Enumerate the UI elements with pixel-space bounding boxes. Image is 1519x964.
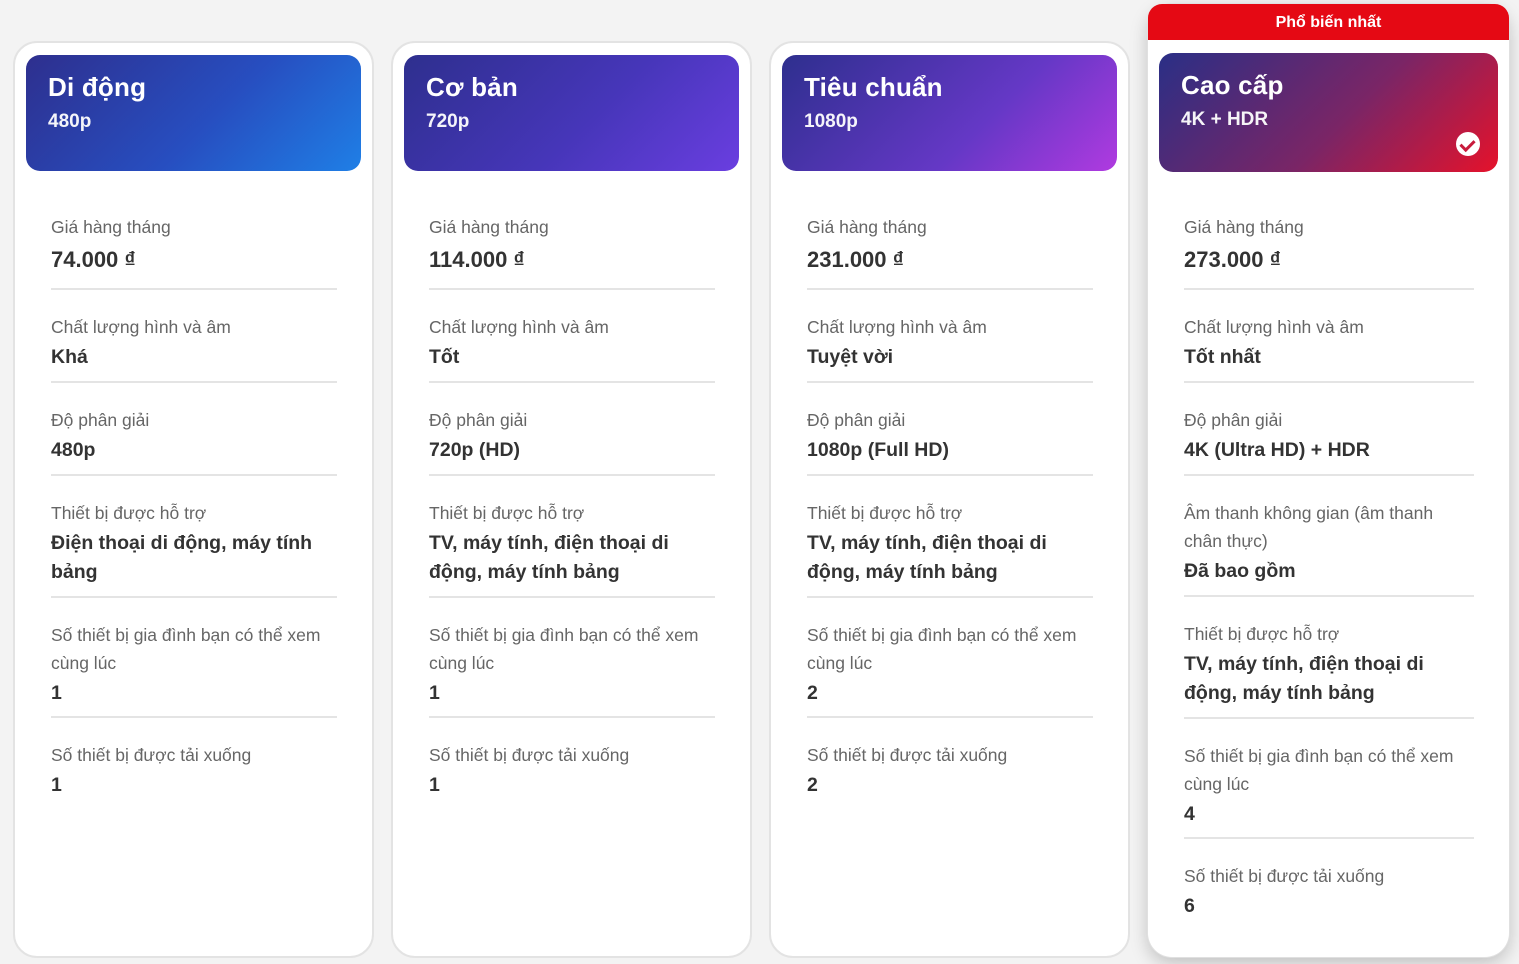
resolution-label: Độ phân giải bbox=[51, 410, 150, 430]
resolution-row: Độ phân giải 1080p (Full HD) bbox=[807, 383, 1093, 476]
downloads-row: Số thiết bị được tải xuống 1 bbox=[429, 718, 715, 813]
quality-value: Tuyệt vời bbox=[807, 346, 894, 368]
plan-resolution-short: 4K + HDR bbox=[1181, 109, 1269, 130]
quality-value: Tốt nhất bbox=[1184, 346, 1261, 368]
devices-label: Thiết bị được hỗ trợ bbox=[429, 503, 585, 523]
price-value: 273.000 ₫ bbox=[1184, 247, 1281, 272]
devices-value: TV, máy tính, điện thoại di động, máy tí… bbox=[807, 532, 1047, 583]
downloads-label: Số thiết bị được tải xuống bbox=[51, 745, 252, 765]
resolution-label: Độ phân giải bbox=[807, 410, 906, 430]
quality-row: Chất lượng hình và âm Tốt bbox=[429, 290, 715, 383]
streams-row: Số thiết bị gia đình bạn có thể xem cùng… bbox=[807, 598, 1093, 718]
streams-row: Số thiết bị gia đình bạn có thể xem cùng… bbox=[1184, 719, 1474, 839]
downloads-label: Số thiết bị được tải xuống bbox=[1184, 866, 1385, 886]
plan-name: Cao cấp bbox=[1181, 70, 1284, 100]
plan-card-mobile[interactable]: Di động 480p Giá hàng tháng 74.000 ₫ Chấ… bbox=[13, 41, 374, 958]
price-value: 74.000 ₫ bbox=[51, 247, 136, 272]
resolution-row: Độ phân giải 720p (HD) bbox=[429, 383, 715, 476]
downloads-row: Số thiết bị được tải xuống 2 bbox=[807, 718, 1093, 813]
plan-card-basic[interactable]: Cơ bản 720p Giá hàng tháng 114.000 ₫ Chấ… bbox=[391, 41, 752, 958]
downloads-row: Số thiết bị được tải xuống 6 bbox=[1184, 839, 1474, 934]
streams-row: Số thiết bị gia đình bạn có thể xem cùng… bbox=[429, 598, 715, 718]
resolution-label: Độ phân giải bbox=[1184, 410, 1283, 430]
devices-label: Thiết bị được hỗ trợ bbox=[807, 503, 963, 523]
streams-label: Số thiết bị gia đình bạn có thể xem cùng… bbox=[51, 625, 321, 673]
devices-row: Thiết bị được hỗ trợ TV, máy tính, điện … bbox=[429, 476, 715, 598]
price-label: Giá hàng tháng bbox=[51, 217, 171, 237]
resolution-row: Độ phân giải 4K (Ultra HD) + HDR bbox=[1184, 383, 1474, 476]
plan-details: Giá hàng tháng 74.000 ₫ Chất lượng hình … bbox=[51, 190, 337, 813]
quality-label: Chất lượng hình và âm bbox=[51, 317, 231, 337]
streams-label: Số thiết bị gia đình bạn có thể xem cùng… bbox=[429, 625, 699, 673]
quality-value: Khá bbox=[51, 346, 88, 368]
devices-value: Điện thoại di động, máy tính bảng bbox=[51, 532, 313, 583]
quality-label: Chất lượng hình và âm bbox=[807, 317, 987, 337]
price-label: Giá hàng tháng bbox=[429, 217, 549, 237]
downloads-value: 6 bbox=[1184, 895, 1195, 917]
quality-label: Chất lượng hình và âm bbox=[429, 317, 609, 337]
streams-value: 1 bbox=[51, 682, 62, 704]
plan-name: Di động bbox=[48, 72, 147, 102]
downloads-value: 1 bbox=[429, 774, 440, 796]
price-label: Giá hàng tháng bbox=[1184, 217, 1304, 237]
resolution-label: Độ phân giải bbox=[429, 410, 528, 430]
price-row: Giá hàng tháng 231.000 ₫ bbox=[807, 190, 1093, 290]
spatial-audio-value: Đã bao gồm bbox=[1184, 560, 1296, 582]
quality-value: Tốt bbox=[429, 346, 460, 368]
plan-details: Giá hàng tháng 231.000 ₫ Chất lượng hình… bbox=[807, 190, 1093, 813]
plan-header: Di động 480p bbox=[26, 55, 361, 171]
quality-row: Chất lượng hình và âm Khá bbox=[51, 290, 337, 383]
resolution-value: 480p bbox=[51, 439, 96, 461]
plan-resolution-short: 480p bbox=[48, 111, 92, 132]
resolution-row: Độ phân giải 480p bbox=[51, 383, 337, 476]
plan-resolution-short: 720p bbox=[426, 111, 470, 132]
price-label: Giá hàng tháng bbox=[807, 217, 927, 237]
spatial-audio-label: Âm thanh không gian (âm thanh chân thực) bbox=[1184, 503, 1434, 551]
plan-header: Cơ bản 720p bbox=[404, 55, 739, 171]
most-popular-badge: Phổ biến nhất bbox=[1148, 4, 1509, 40]
resolution-value: 1080p (Full HD) bbox=[807, 439, 949, 461]
plan-details: Giá hàng tháng 114.000 ₫ Chất lượng hình… bbox=[429, 190, 715, 813]
price-row: Giá hàng tháng 74.000 ₫ bbox=[51, 190, 337, 290]
plan-card-standard[interactable]: Tiêu chuẩn 1080p Giá hàng tháng 231.000 … bbox=[769, 41, 1130, 958]
price-row: Giá hàng tháng 114.000 ₫ bbox=[429, 190, 715, 290]
devices-value: TV, máy tính, điện thoại di động, máy tí… bbox=[1184, 653, 1424, 704]
quality-row: Chất lượng hình và âm Tuyệt vời bbox=[807, 290, 1093, 383]
checkmark-icon bbox=[1456, 132, 1480, 156]
plan-details: Giá hàng tháng 273.000 ₫ Chất lượng hình… bbox=[1184, 190, 1474, 934]
devices-label: Thiết bị được hỗ trợ bbox=[1184, 624, 1340, 644]
devices-row: Thiết bị được hỗ trợ TV, máy tính, điện … bbox=[1184, 597, 1474, 719]
streams-label: Số thiết bị gia đình bạn có thể xem cùng… bbox=[1184, 746, 1454, 794]
streams-value: 1 bbox=[429, 682, 440, 704]
plan-card-premium[interactable]: Phổ biến nhất Cao cấp 4K + HDR Giá hàng … bbox=[1148, 4, 1509, 957]
devices-value: TV, máy tính, điện thoại di động, máy tí… bbox=[429, 532, 669, 583]
devices-label: Thiết bị được hỗ trợ bbox=[51, 503, 207, 523]
downloads-label: Số thiết bị được tải xuống bbox=[807, 745, 1008, 765]
price-value: 114.000 ₫ bbox=[429, 247, 525, 272]
devices-row: Thiết bị được hỗ trợ TV, máy tính, điện … bbox=[807, 476, 1093, 598]
plan-resolution-short: 1080p bbox=[804, 111, 858, 132]
price-value: 231.000 ₫ bbox=[807, 247, 904, 272]
streams-value: 4 bbox=[1184, 803, 1195, 825]
downloads-value: 2 bbox=[807, 774, 818, 796]
plan-header: Tiêu chuẩn 1080p bbox=[782, 55, 1117, 171]
spatial-audio-row: Âm thanh không gian (âm thanh chân thực)… bbox=[1184, 476, 1474, 597]
streams-label: Số thiết bị gia đình bạn có thể xem cùng… bbox=[807, 625, 1077, 673]
plan-name: Cơ bản bbox=[426, 72, 518, 102]
resolution-value: 720p (HD) bbox=[429, 439, 521, 461]
plan-name: Tiêu chuẩn bbox=[804, 72, 943, 102]
quality-row: Chất lượng hình và âm Tốt nhất bbox=[1184, 290, 1474, 383]
streams-value: 2 bbox=[807, 682, 818, 704]
downloads-value: 1 bbox=[51, 774, 62, 796]
downloads-label: Số thiết bị được tải xuống bbox=[429, 745, 630, 765]
resolution-value: 4K (Ultra HD) + HDR bbox=[1184, 439, 1370, 461]
price-row: Giá hàng tháng 273.000 ₫ bbox=[1184, 190, 1474, 290]
streams-row: Số thiết bị gia đình bạn có thể xem cùng… bbox=[51, 598, 337, 718]
downloads-row: Số thiết bị được tải xuống 1 bbox=[51, 718, 337, 813]
devices-row: Thiết bị được hỗ trợ Điện thoại di động,… bbox=[51, 476, 337, 598]
plan-header: Cao cấp 4K + HDR bbox=[1159, 53, 1498, 172]
quality-label: Chất lượng hình và âm bbox=[1184, 317, 1364, 337]
